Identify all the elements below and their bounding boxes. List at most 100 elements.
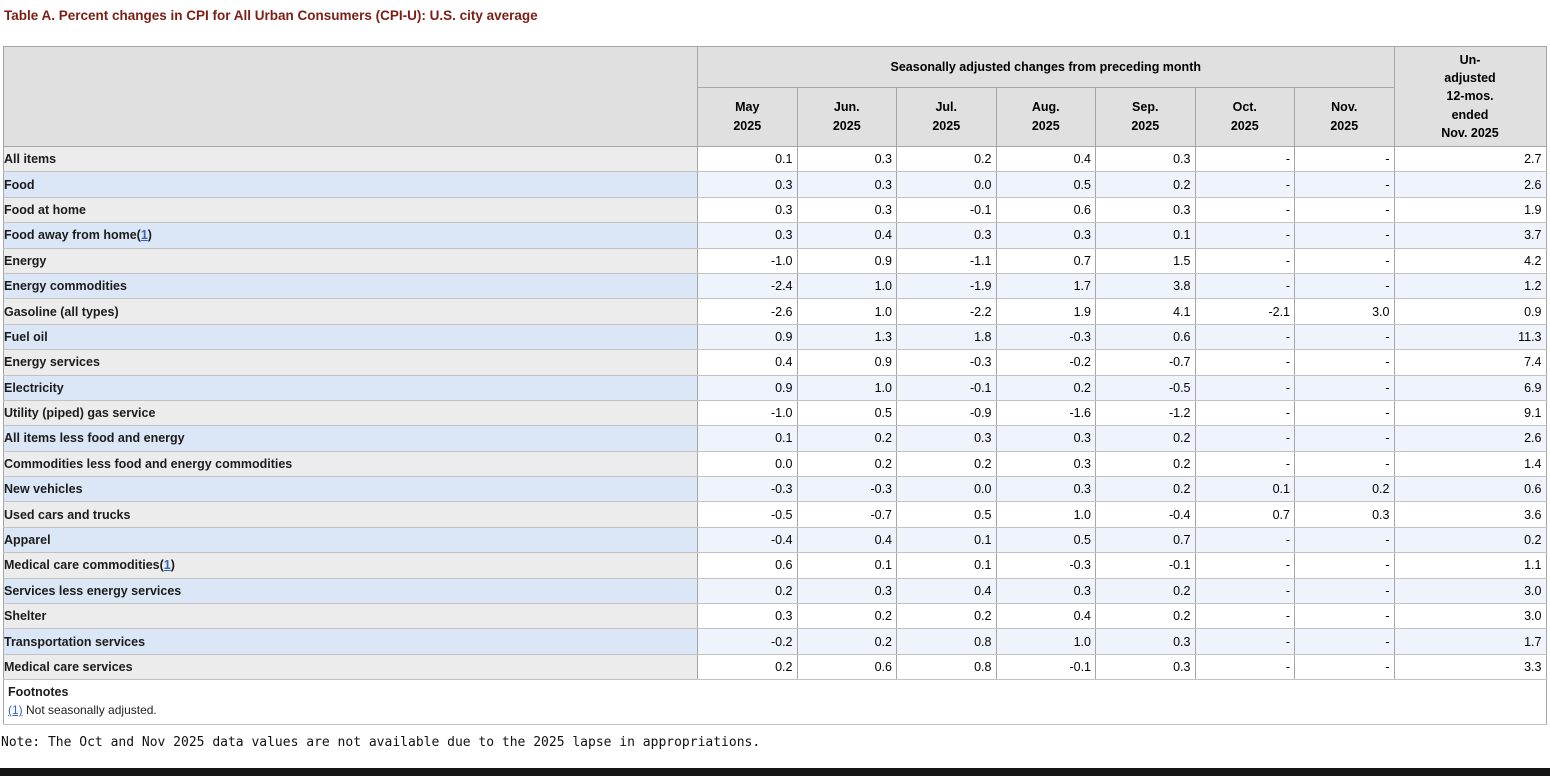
- value-cell: 0.1: [796, 552, 897, 579]
- value-cell: 3.0: [1393, 577, 1547, 605]
- value-cell: 0.1: [697, 145, 798, 173]
- value-cell: 0.9: [697, 374, 798, 401]
- row-label: Fuel oil: [3, 323, 698, 351]
- row-label: Electricity: [3, 374, 698, 401]
- value-cell: -: [1294, 145, 1395, 173]
- row-label: All items: [3, 145, 698, 173]
- value-cell: 0.7: [1095, 526, 1196, 554]
- row-label: Medical care services: [3, 653, 698, 681]
- value-cell: 0.2: [995, 374, 1096, 401]
- month-header-row: May 2025 Jun. 2025 Jul. 2025 Aug. 2025 Sep. 2025 O…: [4, 87, 1547, 147]
- value-cell: 0.9: [1393, 298, 1547, 325]
- row-label: Food at home: [3, 196, 698, 224]
- value-cell: -: [1294, 628, 1395, 655]
- value-cell: 0.2: [796, 450, 897, 478]
- footnote-ref-link[interactable]: 1: [163, 558, 171, 573]
- value-cell: -: [1294, 247, 1395, 274]
- table-row: Food 0.3 0.3 0.0 0.5 0.2- -2.6: [3, 171, 1547, 198]
- value-cell: -: [1294, 323, 1395, 351]
- value-cell: -0.3: [995, 552, 1096, 579]
- table-row: Fuel oil 0.9 1.3 1.8 -0.3 0.6- -11.3: [3, 323, 1547, 351]
- footer-bar: [0, 768, 1550, 776]
- footnote-item: (1) Not seasonally adjusted.: [8, 703, 1546, 717]
- value-cell: -: [1194, 349, 1295, 376]
- row-label: Gasoline (all types): [3, 298, 698, 325]
- value-cell: 1.7: [995, 272, 1096, 300]
- footnote-ref-link[interactable]: 1: [140, 228, 148, 243]
- footnote-1-link[interactable]: (1): [8, 703, 23, 718]
- value-cell: 0.3: [995, 577, 1096, 605]
- value-cell: -2.1: [1194, 298, 1295, 325]
- value-cell: -: [1294, 552, 1395, 579]
- value-cell: 0.3: [896, 425, 997, 452]
- value-cell: -: [1194, 450, 1295, 478]
- value-cell: 0.0: [697, 450, 798, 478]
- value-cell: 0.8: [896, 653, 997, 681]
- value-cell: 0.2: [1393, 526, 1547, 554]
- value-cell: -2.4: [697, 272, 798, 300]
- value-cell: -: [1294, 349, 1395, 376]
- unadjusted-header-line: ended: [1451, 107, 1489, 122]
- value-cell: 0.3: [1294, 501, 1395, 528]
- value-cell: 1.7: [1393, 628, 1547, 655]
- seasonally-adjusted-group-header: Seasonally adjusted changes from precedi…: [697, 46, 1395, 88]
- footnotes-title: Footnotes: [8, 685, 69, 700]
- value-cell: 1.0: [796, 374, 897, 401]
- value-cell: -: [1194, 222, 1295, 249]
- corner-cell: [3, 46, 698, 147]
- value-cell: 3.0: [1393, 603, 1547, 630]
- table-row: Energy -1.0 0.9 -1.1 0.7 1.5- -4.2: [3, 247, 1547, 274]
- value-cell: -: [1294, 577, 1395, 605]
- value-cell: 0.3: [796, 171, 897, 198]
- value-cell: 1.5: [1095, 247, 1196, 274]
- value-cell: -0.9: [896, 399, 997, 427]
- value-cell: 1.0: [995, 501, 1096, 528]
- cpi-table: Seasonally adjusted changes from precedi…: [3, 46, 1547, 726]
- row-label: Food away from home(1): [3, 222, 698, 249]
- value-cell: -0.4: [1095, 501, 1196, 528]
- value-cell: 0.1: [1194, 476, 1295, 503]
- value-cell: -2.2: [896, 298, 997, 325]
- value-cell: 0.3: [995, 476, 1096, 503]
- row-label: Medical care commodities(1): [3, 552, 698, 579]
- unadjusted-header-line: adjusted: [1444, 71, 1496, 86]
- value-cell: -: [1294, 374, 1395, 401]
- value-cell: 2.6: [1393, 171, 1547, 198]
- value-cell: 0.3: [697, 603, 798, 630]
- value-cell: 0.5: [995, 526, 1096, 554]
- row-label: All items less food and energy: [3, 425, 698, 452]
- value-cell: 1.2: [1393, 272, 1547, 300]
- column-header-nov: Nov. 2025: [1294, 87, 1395, 147]
- footnotes-section: Footnotes (1) Not seasonally adjusted.: [3, 679, 1547, 726]
- value-cell: 0.6: [1393, 476, 1547, 503]
- row-label: Energy commodities: [3, 272, 698, 300]
- value-cell: 0.4: [796, 222, 897, 249]
- value-cell: -1.6: [995, 399, 1096, 427]
- value-cell: 0.9: [796, 247, 897, 274]
- value-cell: -2.6: [697, 298, 798, 325]
- value-cell: 0.3: [1095, 628, 1196, 655]
- value-cell: 0.8: [896, 628, 997, 655]
- table-row: Food away from home(1) 0.3 0.4 0.3 0.3 0.1- -3…: [3, 222, 1547, 249]
- value-cell: -: [1194, 247, 1295, 274]
- value-cell: -0.3: [796, 476, 897, 503]
- value-cell: -: [1194, 171, 1295, 198]
- value-cell: -1.1: [896, 247, 997, 274]
- value-cell: -0.4: [697, 526, 798, 554]
- value-cell: 0.6: [1095, 323, 1196, 351]
- value-cell: -0.5: [697, 501, 798, 528]
- value-cell: 0.2: [697, 653, 798, 681]
- value-cell: 1.0: [995, 628, 1096, 655]
- value-cell: 0.5: [896, 501, 997, 528]
- value-cell: 0.2: [1095, 171, 1196, 198]
- value-cell: 0.2: [796, 628, 897, 655]
- value-cell: 0.2: [1095, 425, 1196, 452]
- value-cell: 4.1: [1095, 298, 1196, 325]
- value-cell: 1.3: [796, 323, 897, 351]
- value-cell: -1.0: [697, 247, 798, 274]
- value-cell: 1.1: [1393, 552, 1547, 579]
- value-cell: 0.2: [896, 145, 997, 173]
- table-row: All items less food and energy 0.1 0.2 0.3 0…: [3, 425, 1547, 452]
- value-cell: 0.4: [995, 145, 1096, 173]
- value-cell: 0.2: [796, 603, 897, 630]
